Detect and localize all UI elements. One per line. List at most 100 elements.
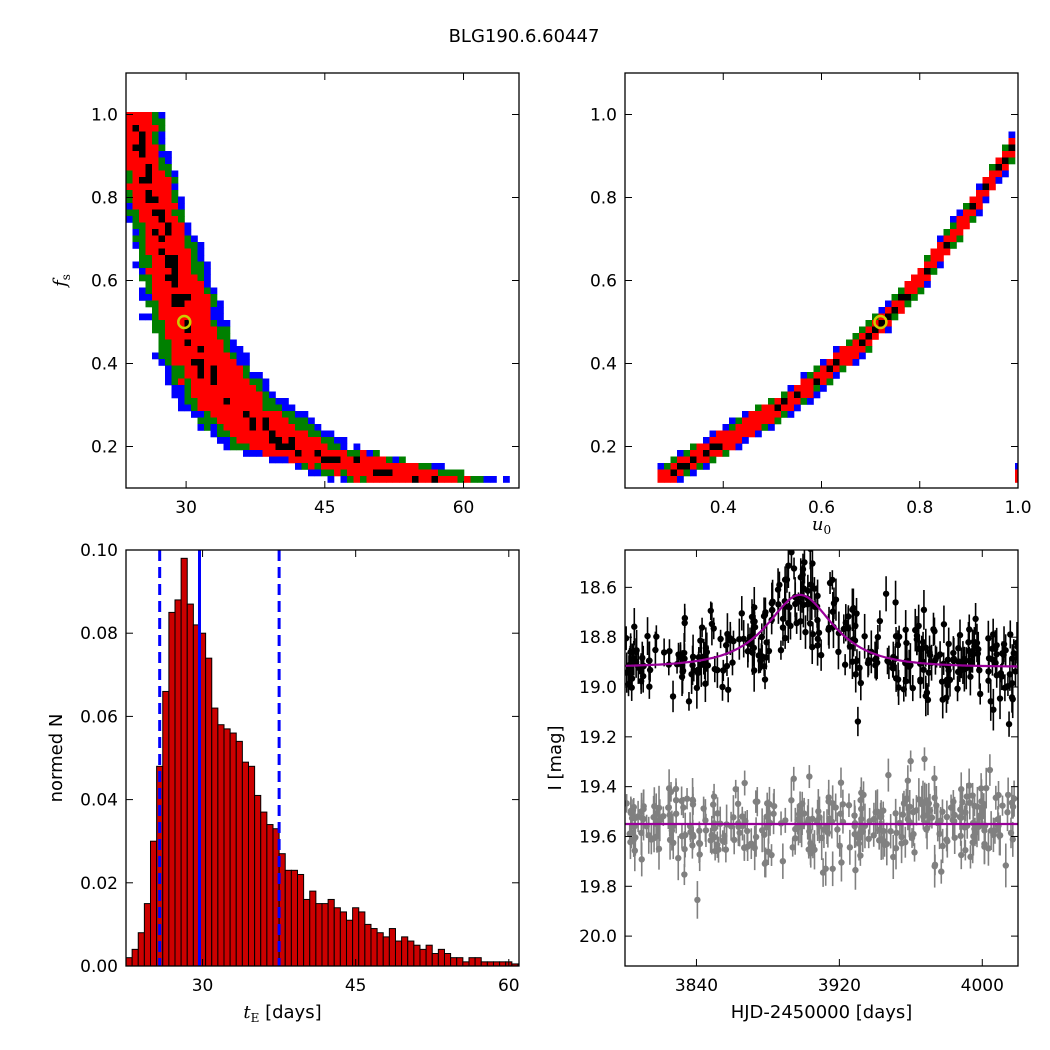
heatmap-cell: [904, 281, 912, 288]
data-point: [653, 833, 661, 840]
histogram-bar: [321, 903, 329, 966]
heatmap-cell: [197, 372, 205, 379]
heatmap-cell: [794, 391, 801, 399]
heatmap-cell: [171, 216, 179, 223]
data-point: [777, 646, 785, 654]
heatmap-cell: [145, 112, 153, 119]
heatmap-cell: [670, 456, 678, 464]
heatmap-cell: [139, 144, 146, 152]
heatmap-cell: [210, 430, 218, 438]
heatmap-cell: [139, 125, 146, 132]
heatmap-cell: [178, 294, 185, 301]
heatmap-cell: [989, 170, 996, 178]
heatmap-cell: [243, 424, 250, 431]
heatmap-cell: [677, 469, 684, 477]
heatmap-cell: [165, 307, 172, 314]
heatmap-cell: [859, 352, 866, 360]
heatmap-cell: [152, 209, 159, 217]
data-point: [892, 810, 899, 817]
heatmap-cell: [171, 333, 179, 340]
heatmap-cell: [217, 398, 224, 405]
heatmap-cell: [191, 261, 198, 269]
heatmap-cell: [158, 281, 166, 288]
heatmap-cell: [171, 320, 179, 327]
heatmap-cell: [256, 411, 263, 418]
data-point: [683, 795, 691, 802]
heatmap-cell: [158, 313, 166, 321]
heatmap-cell: [269, 450, 276, 457]
heatmap-cell: [139, 170, 146, 178]
data-point: [811, 846, 818, 853]
heatmap-cell: [308, 443, 315, 451]
heatmap-cell: [373, 463, 380, 470]
heatmap-cell: [353, 476, 361, 483]
data-point: [724, 686, 732, 693]
heatmap-cell: [1008, 138, 1016, 145]
x-tick-label: 45: [345, 976, 367, 996]
heatmap-cell: [210, 352, 218, 360]
heatmap-cell: [204, 359, 211, 366]
heatmap-cell: [392, 456, 400, 464]
heatmap-cell: [165, 365, 172, 373]
heatmap-cell: [1008, 131, 1016, 139]
heatmap-cell: [145, 294, 153, 301]
heatmap-cell: [262, 424, 270, 431]
heatmap-cell: [820, 378, 827, 386]
heatmap-cell: [275, 450, 283, 457]
heatmap-cell: [761, 417, 769, 425]
heatmap-cell: [139, 229, 146, 236]
heatmap-cell: [282, 450, 289, 457]
heatmap-cell: [217, 417, 224, 425]
heatmap-cell: [937, 248, 944, 256]
heatmap-cell: [729, 417, 736, 425]
data-point: [920, 606, 928, 614]
data-point: [922, 644, 930, 651]
heatmap-cell: [308, 450, 315, 457]
data-point: [653, 633, 660, 640]
heatmap-cell: [145, 300, 153, 308]
data-point: [992, 794, 1000, 801]
y-tick-label: 20.0: [579, 927, 617, 947]
heatmap-cell: [132, 242, 140, 249]
heatmap-cell: [353, 443, 361, 451]
data-point: [925, 669, 933, 676]
data-point: [729, 659, 736, 666]
histogram-bar: [419, 948, 427, 966]
histogram-bar: [370, 928, 378, 966]
data-point: [666, 647, 673, 655]
heatmap-cell: [347, 450, 354, 457]
heatmap-cell: [288, 417, 296, 425]
y-tick-label: 0.2: [91, 438, 118, 458]
heatmap-cell: [126, 138, 133, 145]
heatmap-cell: [418, 463, 426, 470]
heatmap-cell: [787, 385, 795, 392]
heatmap-cell: [282, 411, 289, 418]
heatmap-cell: [826, 378, 834, 386]
heatmap-cell: [412, 463, 419, 470]
data-point: [904, 777, 912, 784]
heatmap-cell: [132, 131, 140, 139]
data-point: [768, 600, 776, 607]
heatmap-cell: [204, 398, 211, 405]
data-point: [931, 794, 938, 802]
data-point: [841, 661, 849, 668]
heatmap-cell: [165, 151, 172, 158]
heatmap-cell: [386, 456, 393, 464]
data-point: [802, 628, 809, 636]
heatmap-cell: [210, 391, 218, 399]
heatmap-cell: [781, 398, 788, 405]
heatmap-cell: [716, 450, 723, 457]
heatmap-cell: [477, 476, 484, 483]
heatmap-cell: [191, 359, 198, 366]
data-point: [965, 639, 972, 646]
heatmap-cell: [132, 170, 140, 178]
data-point: [826, 579, 834, 587]
data-point: [632, 648, 640, 656]
data-point: [971, 802, 978, 810]
heatmap-cell: [178, 287, 185, 295]
heatmap-cell: [787, 391, 795, 399]
heatmap-cell: [735, 443, 743, 451]
heatmap-cell: [321, 430, 328, 438]
heatmap-cell: [716, 430, 723, 438]
heatmap-cell: [171, 209, 179, 217]
